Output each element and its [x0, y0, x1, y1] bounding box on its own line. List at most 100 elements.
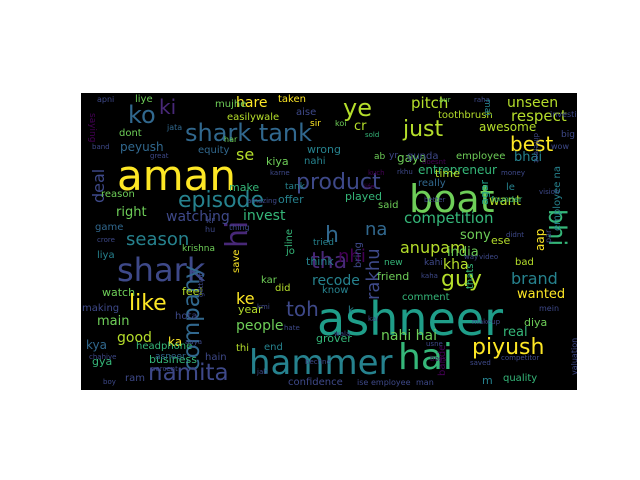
cloud-word: agar: [478, 180, 491, 205]
cloud-word: gunda: [407, 151, 439, 162]
cloud-word: played: [345, 190, 383, 203]
cloud-word: kar: [261, 275, 277, 286]
cloud-word: know: [322, 285, 349, 296]
cloud-word: said: [378, 200, 399, 211]
cloud-word: raha: [474, 96, 490, 104]
cloud-word: kahi: [424, 258, 443, 268]
cloud-word: ise: [357, 378, 369, 387]
cloud-word: wanted: [517, 287, 566, 302]
cloud-word: great: [150, 152, 169, 160]
cloud-word: kal: [368, 315, 379, 323]
cloud-word: hota: [175, 311, 198, 322]
cloud-word: wow: [551, 142, 569, 151]
cloud-word: confidence: [288, 377, 343, 388]
cloud-word: le: [506, 182, 515, 193]
cloud-word: kmi: [257, 303, 270, 311]
cloud-word: entrepreneur: [418, 163, 497, 177]
cloud-word: toothbrush: [438, 110, 493, 121]
cloud-word: awesome: [479, 120, 537, 134]
cloud-word: game: [95, 222, 124, 233]
cloud-word: end: [264, 342, 283, 353]
cloud-word: video: [479, 253, 499, 261]
cloud-word: m: [482, 374, 493, 387]
cloud-word: brand: [511, 269, 558, 288]
cloud-word: way: [464, 253, 479, 261]
cloud-word: diya: [524, 316, 548, 329]
cloud-word: dont: [119, 128, 142, 139]
cloud-word: reason: [101, 189, 135, 200]
cloud-word: recode: [312, 273, 360, 289]
cloud-word: founder: [491, 195, 523, 204]
cloud-word: competitor: [501, 354, 540, 362]
cloud-word: watching: [166, 209, 230, 225]
cloud-word: better: [424, 196, 446, 204]
cloud-word: rkhu: [397, 168, 413, 176]
cloud-word: good: [117, 330, 152, 346]
cloud-word: hammer: [249, 343, 393, 383]
cloud-word: ye: [343, 94, 372, 122]
cloud-word: employee: [456, 151, 506, 162]
cloud-word: liya: [97, 250, 115, 261]
cloud-word: kya: [86, 338, 107, 352]
cloud-word: did: [275, 283, 291, 294]
cloud-word: aaya: [185, 338, 203, 346]
cloud-word: easilywale: [227, 112, 280, 123]
cloud-word: investing: [550, 110, 577, 119]
cloud-word: employee na: [552, 165, 563, 231]
cloud-word: feel: [182, 285, 203, 298]
cloud-word: cr: [354, 119, 367, 134]
cloud-word: make: [229, 181, 260, 194]
cloud-word: doesnt: [422, 158, 446, 166]
cloud-word: thats: [465, 263, 476, 289]
cloud-word: gaya: [397, 151, 427, 165]
cloud-word: pitch: [411, 94, 449, 112]
cloud-word: hate: [284, 324, 300, 332]
cloud-word: tank: [285, 182, 305, 192]
cloud-word: toh: [286, 297, 319, 321]
cloud-word: asneer: [155, 352, 186, 362]
cloud-word: nahi: [304, 156, 326, 167]
cloud-word: band: [92, 143, 110, 151]
cloud-word: boy: [103, 378, 116, 386]
cloud-word: time: [435, 167, 460, 180]
cloud-word: saying: [87, 113, 97, 143]
cloud-word: jab: [257, 368, 268, 376]
cloud-word: krishna: [182, 244, 216, 254]
cloud-word: aman: [117, 151, 237, 200]
cloud-word: getting: [197, 271, 205, 297]
cloud-word: different: [532, 133, 540, 163]
cloud-word: chahiye: [89, 353, 117, 361]
cloud-word: amazing: [247, 197, 277, 205]
cloud-word: invest: [243, 208, 286, 224]
cloud-word: think: [306, 255, 334, 268]
cloud-word: mai: [482, 99, 492, 116]
cloud-word: unseen: [507, 95, 559, 111]
cloud-word: anupam: [400, 238, 466, 257]
cloud-word: save: [231, 249, 242, 273]
cloud-word: taken: [278, 94, 306, 105]
cloud-word: business: [149, 353, 197, 366]
cloud-word: employee: [371, 378, 411, 387]
cloud-word: making: [82, 303, 120, 314]
cloud-word: wrong: [307, 143, 341, 156]
cloud-word: apni: [97, 95, 115, 104]
cloud-word: aise: [296, 107, 317, 118]
cloud-word: want: [489, 194, 521, 209]
cloud-word: namita: [148, 360, 229, 386]
cloud-word: nhi: [338, 246, 366, 267]
cloud-word: koi: [335, 119, 347, 128]
cloud-word: really: [418, 178, 446, 189]
cloud-word: kaha: [421, 272, 438, 280]
cloud-word: piyush: [472, 335, 545, 360]
cloud-word: har: [224, 135, 238, 144]
cloud-word: thing: [229, 223, 250, 232]
cloud-word: crore: [97, 236, 115, 244]
cloud-word: ki: [159, 95, 177, 119]
cloud-word: hu: [205, 225, 216, 234]
cloud-word: usne: [426, 340, 443, 348]
cloud-word: jo: [286, 246, 295, 257]
cloud-word: aur: [439, 96, 451, 104]
cloud-word: makeup: [472, 318, 501, 326]
cloud-word: sold: [365, 131, 380, 139]
cloud-word: boat: [409, 177, 495, 221]
